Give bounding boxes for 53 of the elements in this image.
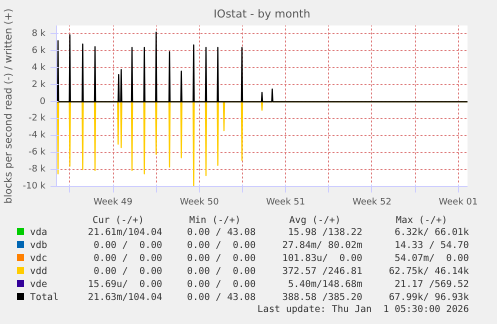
text: Avg (-/+)	[288, 215, 342, 226]
text: 54.07m/ 0.00	[394, 252, 470, 265]
y-tick-label: 8 k	[32, 28, 46, 39]
y-tick-label: 2 k	[32, 80, 46, 90]
x-tick-label: Week 50	[180, 198, 220, 208]
text: 15.98 /138.22	[286, 226, 364, 239]
x-tick-label: Week 01	[438, 198, 478, 208]
text: Cur (-/+)	[92, 215, 145, 226]
text: Min (-/+)	[188, 215, 242, 226]
y-axis-title: blocks per second read (-) / written (+)	[4, 8, 15, 204]
text: 27.84m/ 80.02m	[281, 239, 364, 252]
text: 0.00 / 0.00	[186, 239, 257, 252]
text: 372.57 /246.81	[281, 265, 364, 278]
text: 0.00 / 43.08	[186, 226, 257, 239]
text: 21.61m/104.04	[86, 226, 164, 239]
text: Max (-/+)	[394, 215, 448, 226]
text: 62.75k/ 46.14k	[388, 265, 470, 278]
text: 101.83u/ 0.00	[281, 252, 364, 265]
x-tick-label: Week 51	[266, 198, 306, 208]
text: 21.17 /569.52	[394, 278, 470, 291]
legend-label: vde	[29, 278, 48, 291]
y-tick-label: -8 k	[28, 164, 46, 175]
text: 0.00 / 0.00	[186, 265, 257, 278]
text: 0.00 / 0.00	[92, 252, 164, 265]
text: 6.32k/ 66.01k	[394, 226, 470, 239]
text: 5.40m/148.68m	[286, 278, 364, 291]
text: 67.99k/ 96.93k	[388, 291, 470, 304]
x-tick-label: Week 49	[94, 198, 133, 208]
y-tick-label: 4 k	[32, 62, 46, 73]
text: 0.00 / 0.00	[92, 239, 164, 252]
legend-label: vdc	[29, 252, 48, 265]
text: 0.00 / 0.00	[186, 278, 257, 291]
x-tick-label: Week 52	[352, 198, 392, 208]
text: 388.58 /385.20	[281, 291, 364, 304]
line-series	[56, 32, 468, 102]
y-tick-label: 6 k	[32, 46, 46, 56]
y-tick-label: 0	[40, 96, 46, 107]
text: 14.33 / 54.70	[394, 239, 470, 252]
y-tick-label: -6 k	[28, 148, 46, 158]
legend-label: vdd	[29, 265, 48, 278]
text: 21.63m/104.04	[86, 291, 164, 304]
text: 15.69u/ 0.00	[86, 278, 164, 291]
chart-title: IOstat - by month	[214, 8, 310, 20]
text: 0.00 / 43.08	[186, 291, 257, 304]
text: Last update: Thu Jan 1 05:30:00 2026	[256, 304, 470, 315]
y-tick-label: -10 k	[22, 182, 46, 192]
text: 0.00 / 0.00	[186, 252, 257, 265]
y-tick-label: -2 k	[28, 114, 46, 124]
legend-label: vda	[29, 226, 48, 239]
text: 0.00 / 0.00	[92, 265, 164, 278]
legend-label: vdb	[29, 239, 48, 252]
y-tick-label: -4 k	[28, 130, 46, 141]
legend-label: Total	[29, 291, 60, 304]
